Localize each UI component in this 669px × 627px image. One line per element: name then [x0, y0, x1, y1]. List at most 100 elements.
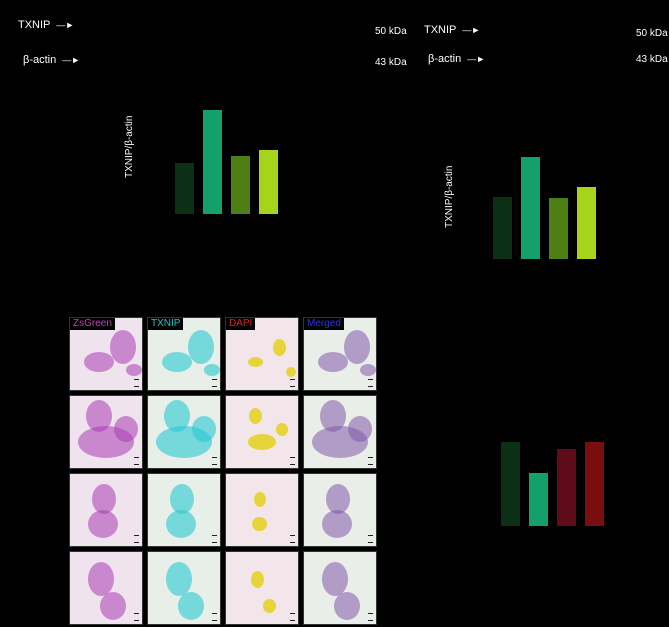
micrograph-background: [226, 552, 298, 624]
cell-blob: [276, 422, 288, 436]
cell-blob: [178, 592, 204, 620]
cell-blob: [286, 367, 296, 377]
micrograph-background: [226, 318, 298, 390]
micrograph-r1-txnip: TXNIP: [147, 317, 221, 391]
chart1-plot: [170, 110, 285, 214]
scale-bar: [212, 379, 217, 387]
cell-blob: [272, 338, 286, 356]
micrograph-r3-dapi: [225, 473, 299, 547]
micrograph-r3-zsgreen: [69, 473, 143, 547]
scale-bar: [290, 457, 295, 465]
cell-blob: [322, 510, 352, 538]
micrograph-r2-zsgreen: [69, 395, 143, 469]
scale-bar: [290, 613, 295, 621]
scale-bar: [212, 457, 217, 465]
micrograph-r3-txnip: [147, 473, 221, 547]
channel-label-txnip: TXNIP: [148, 318, 184, 330]
band-label: TXNIP: [424, 24, 457, 36]
blot-left-band-txnip: TXNIP —►: [18, 19, 74, 31]
chart2-plot: [488, 157, 603, 259]
micrograph-r1-zsgreen: ZsGreen: [69, 317, 143, 391]
blot-left-kda-actin: 43 kDa: [375, 57, 407, 68]
band-label: TXNIP: [18, 19, 51, 31]
micrograph-r4-txnip: [147, 551, 221, 625]
channel-label-merged: Merged: [304, 318, 344, 330]
micrograph-r3-merged: [303, 473, 377, 547]
channel-label-zsgreen: ZsGreen: [70, 318, 115, 330]
cell-blob: [192, 416, 216, 442]
cell-blob: [251, 517, 267, 531]
cell-blob: [162, 352, 192, 372]
micrograph-r4-merged: [303, 551, 377, 625]
micrograph-r1-dapi: DAPI: [225, 317, 299, 391]
blot-left-kda-txnip: 50 kDa: [375, 26, 407, 37]
cell-blob: [170, 484, 194, 514]
arrow-right-icon: —►: [62, 55, 81, 65]
cell-blob: [92, 484, 116, 514]
micrograph-r4-zsgreen: [69, 551, 143, 625]
micrograph-r4-dapi: [225, 551, 299, 625]
cell-blob: [318, 352, 348, 372]
band-label: β-actin: [428, 53, 462, 65]
blot-right-kda-actin: 43 kDa: [636, 54, 668, 65]
blot-right-kda-txnip: 50 kDa: [636, 28, 668, 39]
cell-blob: [344, 330, 370, 364]
scale-bar: [212, 535, 217, 543]
chart2-ylabel: TXNIP/β-actin: [444, 165, 455, 228]
band-label: β-actin: [23, 54, 57, 66]
chart3-bar-4: [585, 442, 604, 526]
cell-blob: [248, 408, 262, 424]
scale-bar: [368, 613, 373, 621]
chart2-bar-2: [521, 157, 540, 259]
cell-blob: [247, 357, 263, 367]
cell-blob: [250, 570, 264, 588]
chart3-bar-3: [557, 449, 576, 526]
cell-blob: [126, 364, 142, 376]
chart3-plot: [497, 440, 612, 526]
scale-bar: [134, 535, 139, 543]
cell-blob: [254, 491, 266, 507]
scale-bar: [290, 535, 295, 543]
chart2-bar-1: [493, 197, 512, 259]
chart3-bar-2: [529, 473, 548, 526]
chart1-bar-3: [231, 156, 250, 214]
micrograph-r2-merged: [303, 395, 377, 469]
micrograph-r2-txnip: [147, 395, 221, 469]
scale-bar: [212, 613, 217, 621]
blot-right-band-actin: β-actin —►: [428, 53, 485, 65]
cell-blob: [326, 484, 350, 514]
chart2-bar-4: [577, 187, 596, 259]
chart1-bar-4: [259, 150, 278, 214]
scale-bar: [134, 379, 139, 387]
micrograph-background: [226, 474, 298, 546]
scale-bar: [134, 457, 139, 465]
arrow-right-icon: —►: [56, 20, 75, 30]
micrograph-r2-dapi: [225, 395, 299, 469]
chart1-bar-1: [175, 163, 194, 214]
cell-blob: [100, 592, 126, 620]
cell-blob: [360, 364, 376, 376]
arrow-right-icon: —►: [467, 54, 486, 64]
cell-blob: [248, 434, 276, 450]
cell-blob: [110, 330, 136, 364]
scale-bar: [134, 613, 139, 621]
chart3-bar-1: [501, 442, 520, 526]
scale-bar: [368, 535, 373, 543]
cell-blob: [262, 599, 276, 613]
scale-bar: [290, 379, 295, 387]
cell-blob: [188, 330, 214, 364]
cell-blob: [84, 352, 114, 372]
scale-bar: [368, 379, 373, 387]
cell-blob: [322, 562, 348, 596]
blot-left-band-actin: β-actin —►: [23, 54, 80, 66]
micrograph-r1-merged: Merged: [303, 317, 377, 391]
chart1-bar-2: [203, 110, 222, 214]
chart1-ylabel: TXNIP/β-actin: [124, 115, 135, 178]
cell-blob: [166, 562, 192, 596]
chart2-bar-3: [549, 198, 568, 259]
cell-blob: [114, 416, 138, 442]
blot-right-band-txnip: TXNIP —►: [424, 24, 480, 36]
cell-blob: [166, 510, 196, 538]
arrow-right-icon: —►: [462, 25, 481, 35]
cell-blob: [88, 510, 118, 538]
